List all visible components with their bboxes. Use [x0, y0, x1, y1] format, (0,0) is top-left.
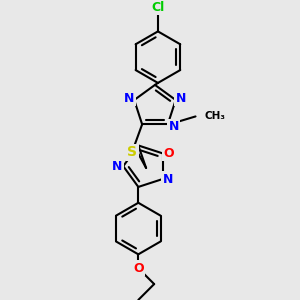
Text: O: O — [163, 147, 174, 160]
Text: N: N — [163, 172, 173, 185]
Text: CH₃: CH₃ — [204, 111, 225, 122]
Text: N: N — [176, 92, 186, 104]
Text: S: S — [127, 145, 137, 159]
Text: N: N — [112, 160, 122, 173]
Text: Cl: Cl — [151, 1, 165, 14]
Text: N: N — [124, 92, 134, 104]
Text: O: O — [133, 262, 144, 275]
Text: N: N — [169, 120, 179, 133]
